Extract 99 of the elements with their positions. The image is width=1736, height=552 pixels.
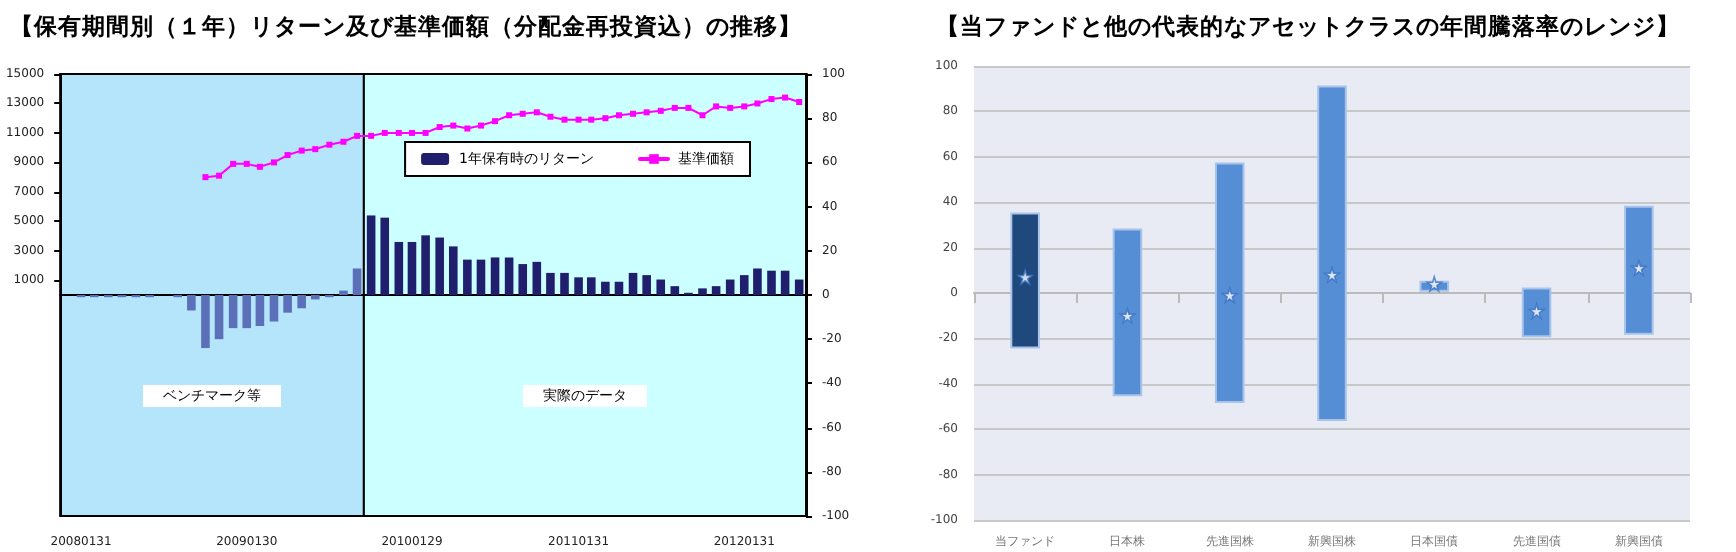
point <box>298 147 305 154</box>
point <box>630 110 637 117</box>
point <box>727 104 734 111</box>
bar <box>518 264 528 295</box>
bar <box>269 295 279 322</box>
chart-title: 【当ファンドと他の代表的なアセットクラスの年間騰落率のレンジ】 <box>936 12 1680 40</box>
bar <box>255 295 265 326</box>
bar <box>560 272 569 295</box>
bar <box>586 277 596 295</box>
bar <box>352 268 362 295</box>
point <box>464 125 471 132</box>
bar <box>532 261 542 295</box>
bar <box>574 277 583 295</box>
point <box>796 98 803 105</box>
bar <box>780 270 790 295</box>
point <box>768 96 775 103</box>
point <box>354 132 361 139</box>
bar <box>421 235 430 295</box>
bar <box>725 279 735 295</box>
point <box>1221 287 1238 304</box>
point <box>436 124 443 131</box>
bar <box>546 272 555 295</box>
bar <box>201 295 210 349</box>
point <box>450 122 457 129</box>
point <box>782 94 789 101</box>
point <box>643 109 650 116</box>
bar <box>366 215 376 295</box>
bar <box>283 295 292 313</box>
bar <box>407 241 417 295</box>
point <box>685 104 692 111</box>
point <box>243 160 250 167</box>
point <box>519 110 526 117</box>
chart-title: 【保有期間別（１年）リターン及び基準価額（分配金再投資込）の推移】 <box>10 12 802 40</box>
bar <box>1624 205 1654 335</box>
bar <box>1521 287 1552 338</box>
point <box>395 129 402 136</box>
bar <box>614 281 624 295</box>
bar <box>435 237 444 295</box>
point <box>741 103 748 110</box>
bar <box>1317 85 1347 422</box>
point <box>1017 269 1033 285</box>
point <box>602 115 609 122</box>
point <box>561 116 568 123</box>
point <box>340 138 347 145</box>
point <box>256 163 263 170</box>
point <box>422 129 429 136</box>
bar <box>794 279 804 295</box>
bar <box>1214 162 1245 403</box>
bar <box>628 272 638 295</box>
bar <box>448 246 458 295</box>
bar <box>601 281 610 295</box>
point <box>381 129 388 136</box>
point <box>368 132 375 139</box>
point <box>408 129 415 136</box>
point <box>671 104 678 111</box>
point <box>713 103 720 110</box>
bar <box>711 286 721 295</box>
point <box>202 174 209 181</box>
bar <box>463 259 472 295</box>
point <box>547 113 554 120</box>
bar <box>753 268 762 295</box>
bar <box>504 257 514 295</box>
bar <box>228 295 238 329</box>
bar <box>767 270 776 295</box>
bar <box>656 279 666 295</box>
point <box>575 116 582 123</box>
point <box>533 109 540 116</box>
bar <box>394 241 404 295</box>
point <box>284 152 291 159</box>
point <box>216 172 223 179</box>
bar <box>642 275 651 295</box>
bar <box>490 257 500 295</box>
bar <box>670 286 680 295</box>
point <box>1119 307 1136 324</box>
bar <box>297 295 306 309</box>
bar <box>1112 228 1143 397</box>
point <box>506 112 513 119</box>
bar <box>476 259 486 295</box>
point <box>588 116 595 123</box>
point <box>1631 260 1647 276</box>
point <box>326 141 333 148</box>
point <box>492 118 499 125</box>
bar <box>380 217 390 295</box>
point <box>699 112 706 119</box>
bar <box>242 295 252 329</box>
point <box>657 107 664 114</box>
point <box>477 122 484 129</box>
point <box>615 112 622 119</box>
bar <box>739 275 749 295</box>
point <box>230 160 237 167</box>
bar <box>214 295 224 340</box>
point <box>1324 267 1340 283</box>
bar <box>187 295 196 311</box>
point <box>754 100 761 107</box>
point <box>270 159 277 166</box>
bar <box>698 288 707 295</box>
point <box>1426 276 1443 292</box>
bar <box>1010 212 1040 349</box>
point <box>312 146 319 153</box>
